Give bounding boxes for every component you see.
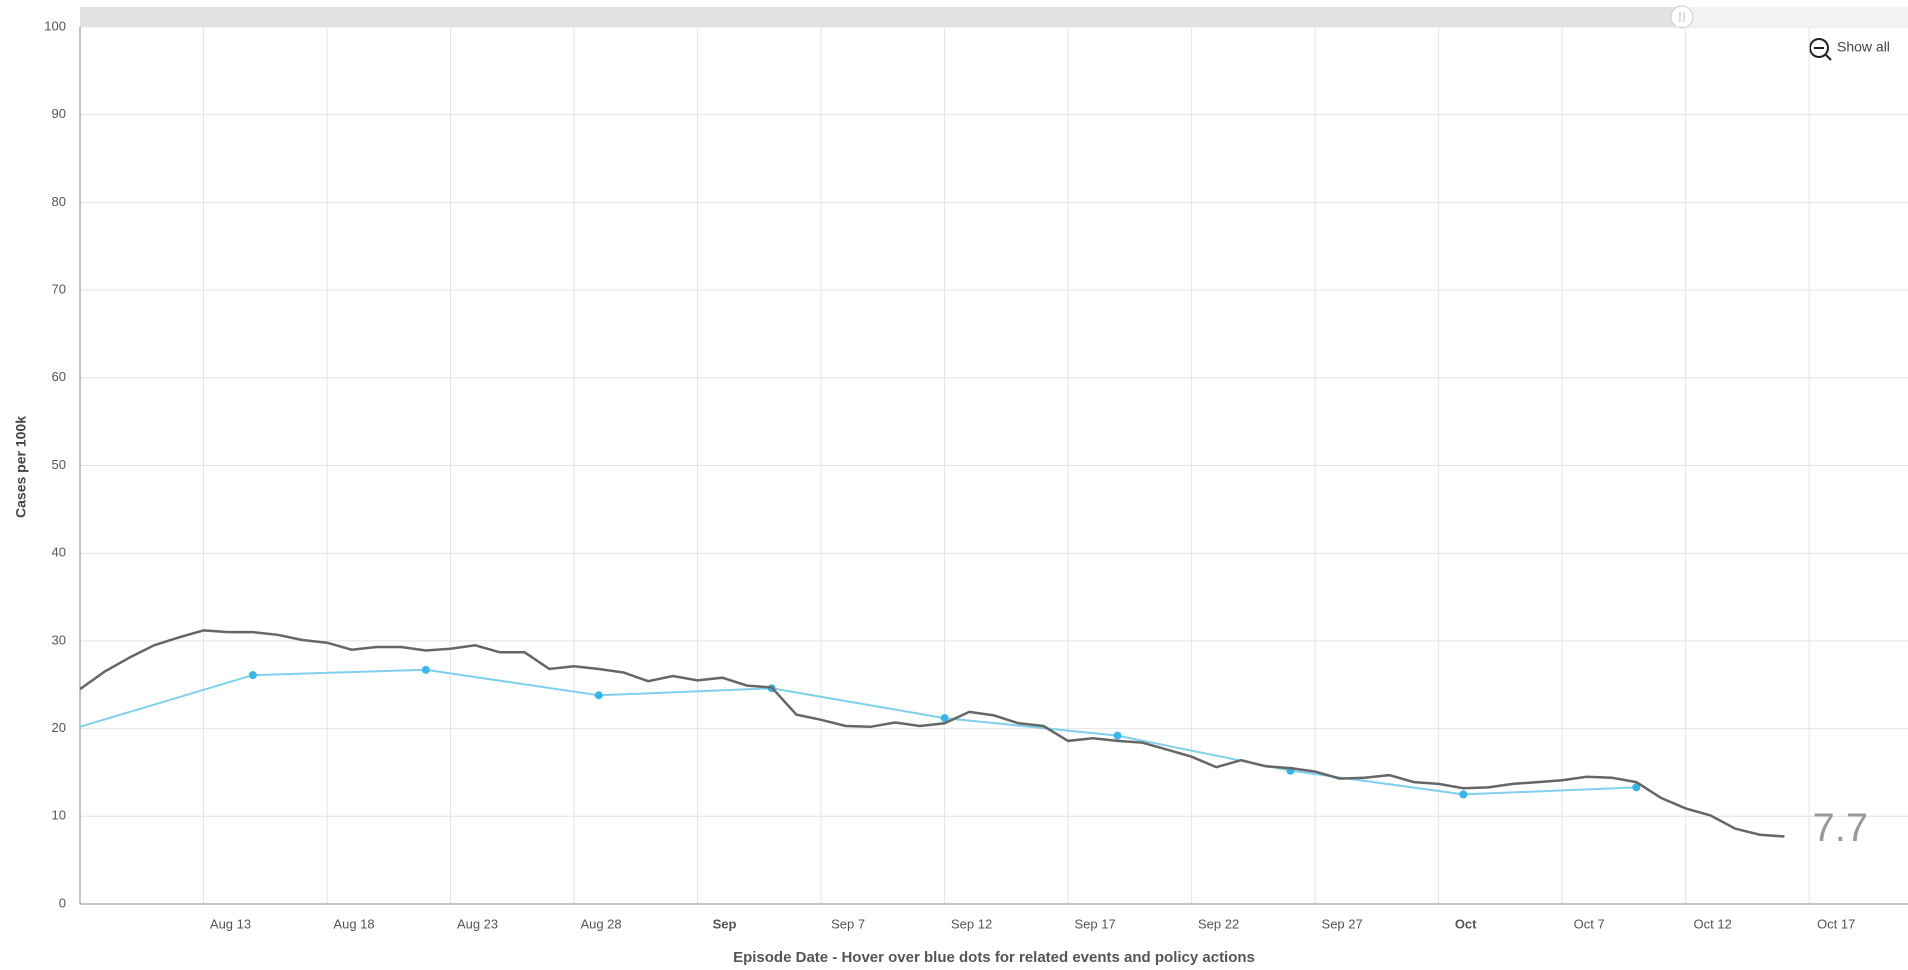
y-tick-label: 20	[52, 720, 66, 735]
x-tick-label: Sep 27	[1322, 916, 1363, 931]
x-tick-label: Aug 23	[457, 916, 498, 931]
scrollbar-track[interactable]	[80, 7, 1908, 27]
y-tick-label: 100	[44, 18, 66, 33]
x-tick-label: Sep 17	[1075, 916, 1116, 931]
x-tick-label: Aug 18	[333, 916, 374, 931]
event-dot[interactable]	[1113, 731, 1122, 740]
y-tick-label: 40	[52, 545, 66, 560]
event-dot[interactable]	[1632, 783, 1641, 792]
y-tick-label: 30	[52, 632, 66, 647]
last-value-label: 7.7	[1812, 806, 1868, 850]
x-tick-label: Sep 7	[831, 916, 865, 931]
show-all-label[interactable]: Show all	[1837, 39, 1890, 55]
y-tick-label: 70	[52, 282, 66, 297]
x-tick-label: Sep 12	[951, 916, 992, 931]
x-axis-label: Episode Date - Hover over blue dots for …	[733, 949, 1255, 966]
y-tick-label: 0	[59, 895, 66, 910]
series-line	[79, 629, 1785, 838]
event-dot[interactable]	[421, 665, 430, 674]
zoom-icon-handle	[1825, 54, 1832, 61]
x-tick-label: Oct 7	[1574, 916, 1605, 931]
grid	[80, 26, 1908, 905]
y-tick-label: 60	[52, 369, 66, 384]
series-line	[79, 668, 1637, 796]
show-all-button[interactable]: Show all	[1809, 38, 1890, 61]
scrollbar-grip[interactable]	[1670, 5, 1694, 29]
x-tick-label: Oct 12	[1694, 916, 1732, 931]
x-tick-label: Aug 13	[210, 916, 251, 931]
y-tick-label: 90	[52, 106, 66, 121]
scrollbar-thumb[interactable]	[1682, 7, 1908, 27]
x-tick-label: Sep 22	[1198, 916, 1239, 931]
y-tick-label: 10	[52, 808, 66, 823]
y-tick-label: 80	[52, 194, 66, 209]
y-axis-label: Cases per 100k	[13, 416, 29, 518]
x-tick-label: Aug 28	[580, 916, 621, 931]
x-tick-label: Sep	[713, 916, 737, 931]
event-dot[interactable]	[594, 691, 603, 700]
zoom-icon	[1809, 38, 1829, 58]
x-tick-label: Oct 17	[1817, 916, 1855, 931]
x-tick-label: Oct	[1455, 916, 1477, 931]
y-tick-label: 50	[52, 457, 66, 472]
event-dot[interactable]	[940, 714, 949, 723]
event-dot[interactable]	[1459, 790, 1468, 799]
event-dot[interactable]	[248, 671, 257, 680]
